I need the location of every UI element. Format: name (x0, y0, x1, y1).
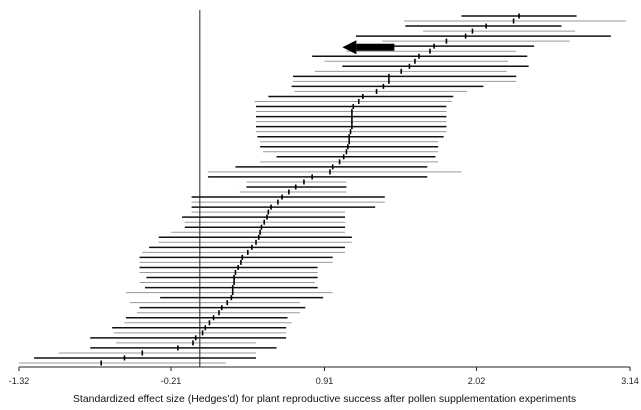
arrow-head (342, 40, 357, 55)
effect-size-rows (19, 13, 626, 366)
x-axis-ticks: -1.32 -0.21 0.91 2.02 3.14 (9, 367, 639, 386)
x-tick-label: -0.21 (161, 376, 182, 386)
x-tick-label: 2.02 (468, 376, 486, 386)
arrow-shaft (356, 43, 395, 51)
x-tick-label: -1.32 (9, 376, 30, 386)
x-tick-label: 3.14 (621, 376, 639, 386)
arrow-marker (342, 40, 395, 55)
x-tick-label: 0.91 (316, 376, 334, 386)
x-axis-label: Standardized effect size (Hedges'd) for … (73, 393, 576, 405)
